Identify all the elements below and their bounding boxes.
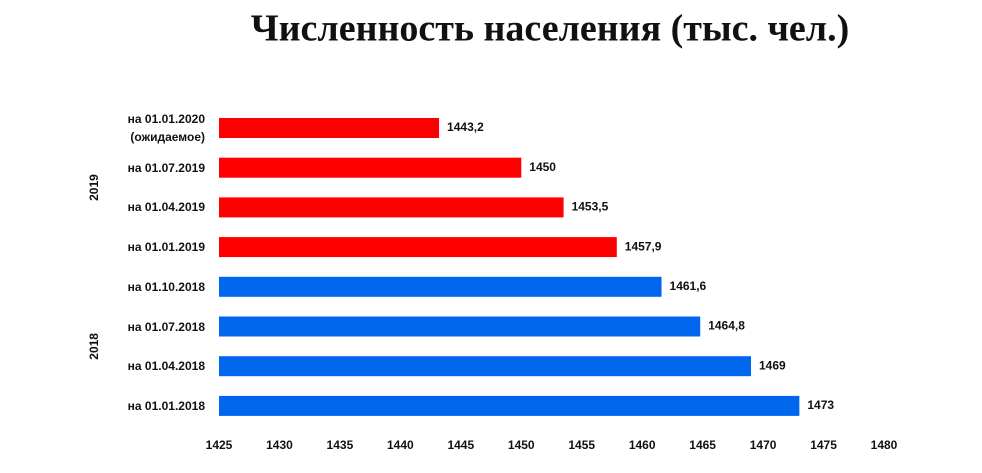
value-label: 1473 [807, 398, 834, 412]
x-tick-label: 1470 [750, 438, 777, 452]
y-tick-label: на 01.04.2019 [127, 200, 205, 215]
bar [219, 356, 751, 377]
y-tick-label: на 01.01.2020 (ожидаемое) [127, 112, 205, 144]
group-label: 2019 [87, 174, 101, 201]
y-tick-label: на 01.01.2019 [127, 240, 205, 255]
bar [219, 316, 701, 337]
value-label: 1450 [529, 160, 556, 174]
value-label: 1469 [759, 358, 786, 372]
bar [219, 395, 800, 416]
x-tick-label: 1425 [206, 438, 233, 452]
x-tick-label: 1465 [689, 438, 716, 452]
y-tick-label: на 01.07.2018 [127, 319, 205, 334]
y-tick-label: на 01.01.2018 [127, 398, 205, 413]
bar [219, 237, 617, 258]
group-label: 2018 [87, 333, 101, 360]
value-label: 1457,9 [625, 239, 662, 253]
value-label: 1464,8 [708, 319, 745, 333]
x-tick-label: 1450 [508, 438, 535, 452]
y-tick-label: на 01.10.2018 [127, 279, 205, 294]
x-tick-label: 1480 [871, 438, 898, 452]
value-label: 1453,5 [572, 200, 609, 214]
x-tick-label: 1475 [810, 438, 837, 452]
x-tick-label: 1430 [266, 438, 293, 452]
bar [219, 118, 440, 138]
x-tick-label: 1440 [387, 438, 414, 452]
value-label: 1461,6 [670, 279, 707, 293]
y-tick-label: на 01.07.2019 [127, 160, 205, 175]
chart-title: Численность населения (тыс. чел.) [251, 8, 850, 50]
bar [219, 197, 564, 218]
y-tick-label: на 01.04.2018 [127, 359, 205, 374]
value-label: 1443,2 [447, 120, 484, 134]
bar [219, 276, 662, 297]
x-tick-label: 1445 [447, 438, 474, 452]
x-tick-label: 1455 [568, 438, 595, 452]
x-tick-label: 1460 [629, 438, 656, 452]
x-tick-label: 1435 [327, 438, 354, 452]
bar [219, 157, 522, 178]
